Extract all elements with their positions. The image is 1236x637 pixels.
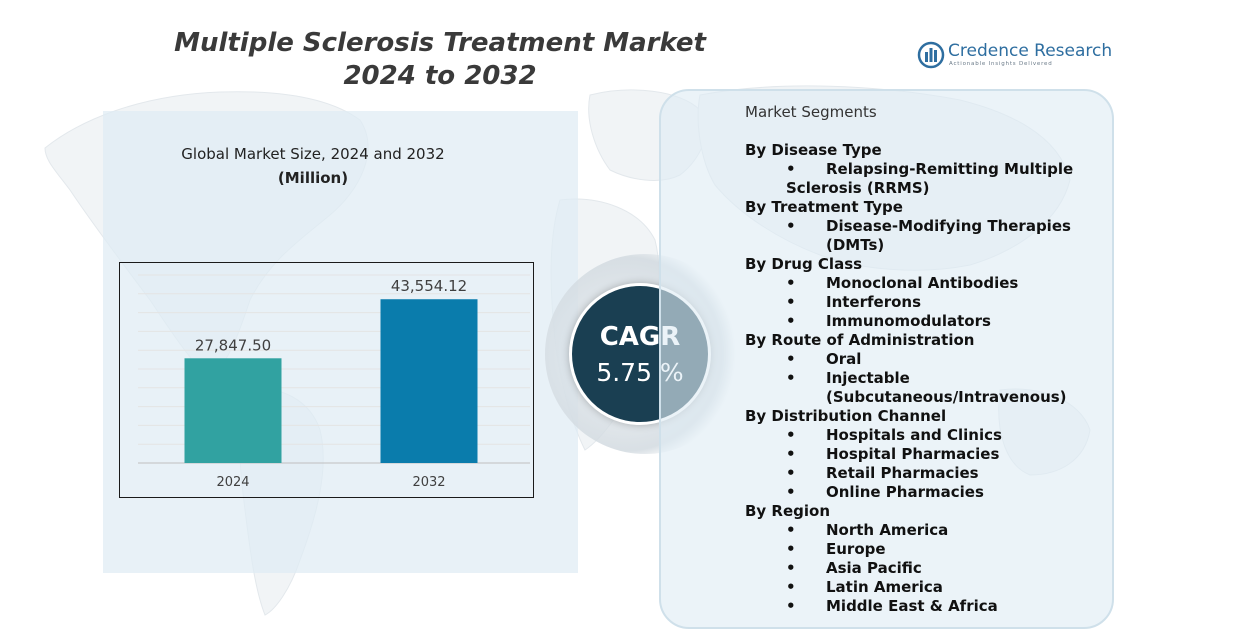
data-label: 27,847.50 — [195, 336, 271, 354]
segment-category: By Disease Type — [745, 141, 882, 159]
bar-2032 — [380, 299, 478, 463]
market-size-panel — [103, 111, 578, 573]
bar-chart: 27,847.50 2024 43,554.12 2032 — [138, 274, 530, 490]
bullet-icon: • — [786, 521, 796, 539]
segment-item: • Retail Pharmacies — [745, 464, 1125, 483]
segment-item-label: Retail Pharmacies — [826, 464, 979, 482]
segment-item: • Europe — [745, 540, 1125, 559]
segment-item: • Hospitals and Clinics — [745, 426, 1125, 445]
segment-item-label: Hospital Pharmacies — [826, 445, 1000, 463]
bullet-icon: • — [786, 464, 796, 482]
bullet-icon: • — [786, 217, 796, 235]
segment-item: • Latin America — [745, 578, 1125, 597]
logo-tagline: Actionable Insights Delivered — [949, 61, 1053, 67]
segment-item: • Online Pharmacies — [745, 483, 1125, 502]
segment-category: By Route of Administration — [745, 331, 975, 349]
bullet-icon: • — [786, 540, 796, 558]
segment-item-label: Middle East & Africa — [826, 597, 998, 615]
segment-item-label: North America — [826, 521, 949, 539]
bullet-icon: • — [786, 369, 796, 387]
bullet-icon: • — [786, 483, 796, 501]
chart-unit: (Million) — [277, 169, 349, 187]
x-tick-label: 2032 — [412, 475, 445, 490]
segment-item-label: Interferons — [826, 293, 922, 311]
segment-item-label: Latin America — [826, 578, 943, 596]
market-segments-panel — [659, 89, 1114, 629]
segments-header: Market Segments — [745, 103, 877, 121]
segment-category: By Drug Class — [745, 255, 863, 273]
segment-category: By Treatment Type — [745, 198, 903, 216]
segment-item-label: Monoclonal Antibodies — [826, 274, 1019, 292]
chart-title-line: Global Market Size, 2024 and 2032 — [181, 145, 445, 163]
segment-item: • Disease-Modifying Therapies (DMTs) — [745, 217, 1125, 255]
bullet-icon: • — [786, 445, 796, 463]
segment-item: • Oral — [745, 350, 1125, 369]
market-segments-list: Market Segments By Disease Type • Relapsin… — [745, 103, 1125, 616]
segment-item: • North America — [745, 521, 1125, 540]
segment-item: • Monoclonal Antibodies — [745, 274, 1125, 293]
title-line-1: Multiple Sclerosis Treatment Market — [174, 28, 706, 58]
title-line-2: 2024 to 2032 — [343, 61, 537, 91]
x-tick-label: 2024 — [216, 475, 249, 490]
segment-item-label: Europe — [826, 540, 886, 558]
bar-chart-frame: 27,847.50 2024 43,554.12 2032 — [119, 262, 534, 498]
bullet-icon: • — [786, 274, 796, 292]
segment-item-label: Asia Pacific — [826, 559, 922, 577]
segment-item-label: Hospitals and Clinics — [826, 426, 1002, 444]
bullet-icon: • — [786, 559, 796, 577]
bullet-icon: • — [786, 426, 796, 444]
bar-chart-globe-icon — [917, 41, 945, 69]
segment-item-label: Disease-Modifying Therapies (DMTs) — [826, 217, 1071, 254]
bullet-icon: • — [786, 160, 796, 178]
bullet-icon: • — [786, 597, 796, 615]
segment-item-label: Relapsing-Remitting Multiple Sclerosis (… — [786, 160, 1074, 197]
bullet-icon: • — [786, 312, 796, 330]
segment-item-label: Injectable (Subcutaneous/Intravenous) — [826, 369, 1067, 406]
segment-category: By Distribution Channel — [745, 407, 947, 425]
chart-title: Global Market Size, 2024 and 2032 (Milli… — [103, 142, 523, 190]
segment-item: • Injectable (Subcutaneous/Intravenous) — [745, 369, 1125, 407]
page-title: Multiple Sclerosis Treatment Market 2024… — [170, 27, 710, 93]
segment-item: • Interferons — [745, 293, 1125, 312]
segment-item-label: Online Pharmacies — [826, 483, 984, 501]
bullet-icon: • — [786, 578, 796, 596]
data-label: 43,554.12 — [391, 277, 467, 295]
segment-item: • Asia Pacific — [745, 559, 1125, 578]
segment-item-label: Immunomodulators — [826, 312, 991, 330]
segment-item: • Relapsing-Remitting Multiple Sclerosis … — [745, 160, 1125, 198]
segment-item: • Middle East & Africa — [745, 597, 1125, 616]
bar-2024 — [184, 358, 282, 463]
segment-category: By Region — [745, 502, 831, 520]
logo-name: Credence Research — [948, 41, 1113, 61]
segment-item: • Hospital Pharmacies — [745, 445, 1125, 464]
bullet-icon: • — [786, 350, 796, 368]
segment-item: • Immunomodulators — [745, 312, 1125, 331]
segment-item-label: Oral — [826, 350, 862, 368]
bullet-icon: • — [786, 293, 796, 311]
